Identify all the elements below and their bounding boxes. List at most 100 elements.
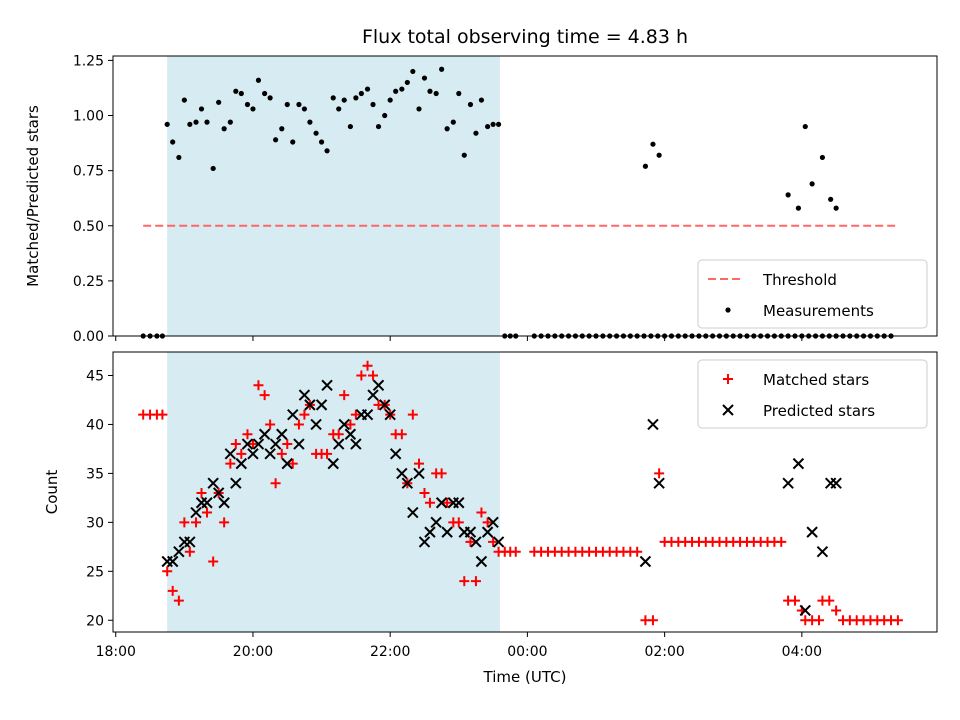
predicted-stars-point xyxy=(293,438,305,450)
x-tick-label: 18:00 xyxy=(96,644,136,660)
matched-stars-point xyxy=(413,458,424,469)
predicted-stars-point xyxy=(276,428,288,440)
y-tick-label: 35 xyxy=(86,466,104,482)
measurement-point xyxy=(456,90,462,97)
matched-stars-point xyxy=(407,409,418,420)
matched-stars-point xyxy=(219,517,230,528)
measurement-point xyxy=(313,130,319,136)
predicted-stars-point xyxy=(184,536,196,548)
matched-stars-point xyxy=(293,419,304,430)
matched-stars-point xyxy=(253,380,264,391)
matched-stars-point xyxy=(424,497,435,508)
matched-stars-point xyxy=(465,536,476,547)
y-tick-label: 30 xyxy=(86,515,104,531)
measurement-point xyxy=(444,126,450,132)
matched-stars-point xyxy=(333,429,344,440)
matched-stars-point xyxy=(789,595,800,606)
measurement-point xyxy=(353,95,359,101)
measurement-point xyxy=(382,112,388,119)
measurement-point xyxy=(495,121,502,127)
measurement-point xyxy=(341,97,347,103)
measurement-point xyxy=(244,101,251,108)
measurement-point xyxy=(404,79,410,86)
predicted-stars-point xyxy=(361,408,374,421)
matched-stars-point xyxy=(345,419,356,430)
matched-stars-point xyxy=(173,595,184,606)
measurement-point xyxy=(785,192,791,198)
predicted-stars-point xyxy=(344,428,357,440)
matched-stars-point xyxy=(242,429,253,440)
predicted-stars-point xyxy=(241,438,254,450)
matched-stars-point xyxy=(654,468,665,479)
measurement-point xyxy=(802,123,808,130)
matched-stars-point xyxy=(299,409,310,420)
measurement-point xyxy=(364,86,371,92)
matched-stars-point xyxy=(350,409,361,420)
predicted-stars-point xyxy=(647,418,659,431)
measurement-point xyxy=(819,154,826,161)
y-tick-label: 45 xyxy=(86,368,104,384)
measurement-point xyxy=(324,148,330,154)
measurement-point xyxy=(336,106,342,112)
matched-stars-point xyxy=(230,439,241,450)
measurement-point xyxy=(301,106,308,112)
measurement-point xyxy=(833,205,839,211)
measurement-point xyxy=(216,99,222,105)
legend-label: Predicted stars xyxy=(763,402,875,420)
matched-stars-point xyxy=(196,487,207,498)
predicted-stars-point xyxy=(252,438,265,450)
predicted-stars-point xyxy=(333,438,345,450)
legend-box xyxy=(697,359,928,429)
predicted-stars-point xyxy=(453,497,465,509)
matched-stars-point xyxy=(287,458,298,469)
matched-stars-point xyxy=(419,487,430,498)
measurement-point xyxy=(250,106,256,112)
predicted-stars-point xyxy=(264,448,276,460)
measurement-point xyxy=(307,119,313,125)
matched-stars-point xyxy=(831,605,842,616)
measurement-point xyxy=(393,88,399,94)
axes-frame xyxy=(112,351,938,633)
measurement-point xyxy=(439,66,445,72)
predicted-stars-point xyxy=(816,546,829,558)
measurement-point xyxy=(656,152,662,158)
predicted-stars-point xyxy=(315,399,328,411)
matched-stars-point xyxy=(476,507,487,518)
matched-stars-point xyxy=(322,448,333,459)
measurement-point xyxy=(290,139,296,145)
predicted-stars-point xyxy=(824,477,837,489)
measurement-point xyxy=(170,139,176,145)
predicted-stars-point xyxy=(475,555,488,568)
matched-stars-point xyxy=(368,370,379,381)
measurement-point xyxy=(198,106,205,112)
matched-stars-point xyxy=(276,448,287,459)
predicted-stars-point xyxy=(218,497,230,509)
y-axis-label: Count xyxy=(43,470,61,515)
matched-stars-point xyxy=(453,517,464,528)
matched-stars-point xyxy=(167,585,178,596)
predicted-stars-point xyxy=(235,457,248,470)
measurement-point xyxy=(399,86,405,92)
matched-stars-point xyxy=(776,536,787,547)
count-panel: 20 25 30 35 40 45 18:00 20:00 22:00 00:00 02:00 04:… xyxy=(43,351,938,686)
predicted-stars-point xyxy=(212,487,225,499)
matched-stars-point xyxy=(488,536,499,547)
measurement-point xyxy=(416,106,422,112)
matched-stars-point xyxy=(339,390,350,401)
measurement-point xyxy=(164,121,170,127)
measurement-point xyxy=(828,196,834,202)
predicted-stars-point xyxy=(378,399,391,411)
measurement-point xyxy=(490,121,496,127)
matched-stars-point xyxy=(157,409,168,420)
matched-stars-point xyxy=(510,546,521,557)
measurement-point xyxy=(238,90,244,97)
measurement-point xyxy=(233,88,239,94)
matched-stars-point xyxy=(892,615,903,626)
predicted-stars-point xyxy=(224,448,237,460)
measurement-point xyxy=(187,121,193,127)
measurement-point xyxy=(210,165,216,172)
measurement-point xyxy=(387,97,393,103)
measurement-point xyxy=(809,181,815,187)
matched-stars-point xyxy=(396,429,407,440)
predicted-stars-point xyxy=(639,555,652,568)
